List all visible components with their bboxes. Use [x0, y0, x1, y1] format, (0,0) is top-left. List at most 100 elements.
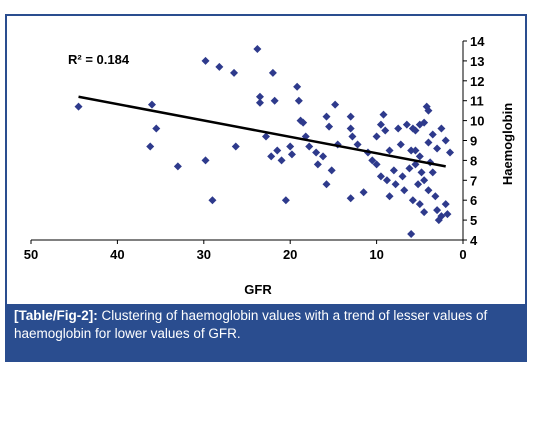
- data-point: [405, 164, 414, 173]
- y-tick-label: 7: [470, 173, 477, 188]
- data-point: [287, 150, 296, 159]
- data-point: [441, 200, 450, 209]
- data-point: [394, 124, 403, 133]
- data-point: [433, 144, 442, 153]
- data-point: [294, 96, 303, 105]
- data-point: [359, 188, 368, 197]
- data-point: [382, 176, 391, 185]
- y-tick-label: 4: [470, 233, 478, 248]
- y-tick-label: 14: [470, 34, 485, 49]
- trendline-group: [78, 95, 446, 168]
- data-point: [281, 196, 290, 205]
- data-point: [431, 192, 440, 201]
- x-axis-title: GFR: [244, 282, 272, 297]
- y-tick-label: 8: [470, 153, 477, 168]
- axes: 50 40 30 20 10 04 5 6 7 8 9 10 11 12 13 14: [24, 34, 485, 262]
- data-point: [424, 186, 433, 195]
- data-point: [376, 120, 385, 129]
- figure: 50 40 30 20 10 0 4 5 6 7 8 9 10 11 12 13 14 R² = 0.184 G…: [5, 14, 527, 362]
- scatter-chart: 50 40 30 20 10 04 5 6 7 8 9 10 11 12 13 14 R² = 0.184 G…: [24, 34, 515, 297]
- data-point: [411, 126, 420, 135]
- x-tick-label: 0: [459, 247, 466, 262]
- caption-text: Clustering of haemoglobin values with a …: [14, 308, 488, 341]
- data-point: [376, 172, 385, 181]
- data-point: [417, 168, 426, 177]
- data-point: [146, 142, 155, 151]
- data-point: [446, 148, 455, 157]
- data-points: [74, 44, 455, 239]
- x-tick-label: 10: [369, 247, 383, 262]
- data-point: [268, 68, 277, 77]
- data-point: [407, 146, 416, 155]
- data-point: [428, 168, 437, 177]
- x-tick-label: 20: [283, 247, 297, 262]
- data-point: [396, 140, 405, 149]
- data-point: [201, 56, 210, 65]
- y-tick-label: 13: [470, 54, 484, 69]
- data-point: [441, 136, 450, 145]
- plot-frame: 50 40 30 20 10 0 4 5 6 7 8 9 10 11 12 13 14 R² = 0.184 G…: [5, 14, 527, 306]
- data-point: [411, 160, 420, 169]
- data-point: [293, 82, 302, 91]
- data-point: [346, 124, 355, 133]
- data-point: [368, 156, 377, 165]
- data-point: [348, 132, 357, 141]
- data-point: [322, 180, 331, 189]
- data-point: [230, 68, 239, 77]
- data-point: [398, 172, 407, 181]
- data-point: [313, 160, 322, 169]
- data-point: [299, 118, 308, 127]
- data-point: [208, 196, 217, 205]
- data-point: [372, 132, 381, 141]
- data-point: [346, 194, 355, 203]
- data-point: [424, 106, 433, 115]
- data-point: [420, 176, 429, 185]
- data-point: [331, 100, 340, 109]
- y-tick-label: 5: [470, 213, 477, 228]
- data-point: [273, 146, 282, 155]
- data-point: [147, 100, 156, 109]
- data-point: [408, 196, 417, 205]
- data-point: [402, 120, 411, 129]
- y-axis-title: Haemoglobin: [500, 103, 515, 185]
- data-point: [201, 156, 210, 165]
- data-point: [420, 118, 429, 127]
- data-point: [262, 132, 271, 141]
- data-point: [305, 142, 314, 151]
- data-point: [322, 112, 331, 121]
- x-tick-label: 50: [24, 247, 38, 262]
- data-point: [443, 210, 452, 219]
- data-point: [353, 140, 362, 149]
- data-point: [267, 152, 276, 161]
- data-point: [152, 124, 161, 133]
- data-point: [407, 230, 416, 239]
- y-tick-label: 9: [470, 134, 477, 149]
- data-point: [428, 130, 437, 139]
- x-tick-label: 40: [110, 247, 124, 262]
- data-point: [327, 166, 336, 175]
- data-point: [270, 96, 279, 105]
- data-point: [231, 142, 240, 151]
- y-tick-label: 12: [470, 74, 484, 89]
- data-point: [325, 122, 334, 131]
- data-point: [255, 98, 264, 107]
- r-squared-annotation: R² = 0.184: [68, 52, 130, 67]
- data-point: [346, 112, 355, 121]
- data-point: [400, 186, 409, 195]
- data-point: [381, 126, 390, 135]
- data-point: [173, 162, 182, 171]
- data-point: [379, 110, 388, 119]
- data-point: [415, 200, 424, 209]
- data-point: [319, 152, 328, 161]
- x-tick-label: 30: [197, 247, 211, 262]
- y-tick-label: 6: [470, 193, 477, 208]
- figure-caption: [Table/Fig-2]: Clustering of haemoglobin…: [5, 304, 527, 362]
- data-point: [385, 146, 394, 155]
- data-point: [415, 152, 424, 161]
- data-point: [391, 180, 400, 189]
- data-point: [424, 138, 433, 147]
- data-point: [411, 146, 420, 155]
- data-point: [74, 102, 83, 111]
- trendline: [78, 95, 446, 168]
- data-point: [215, 62, 224, 71]
